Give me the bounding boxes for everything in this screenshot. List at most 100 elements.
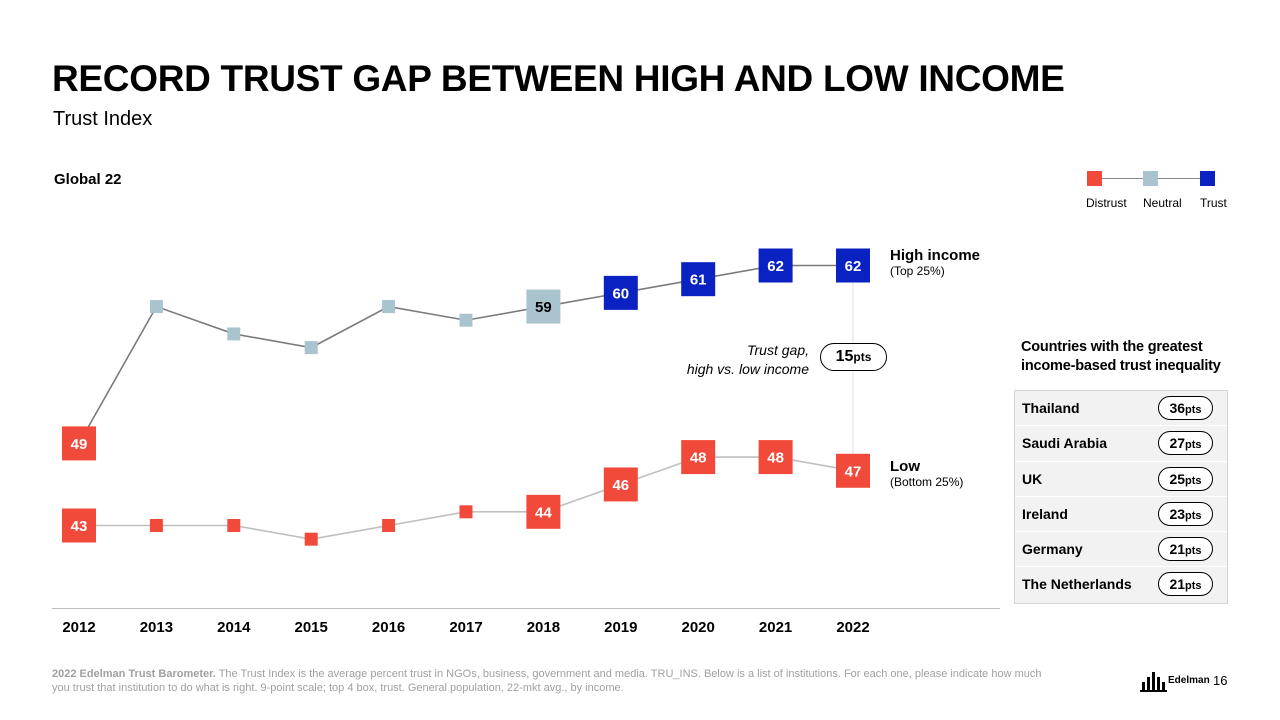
page-title: RECORD TRUST GAP BETWEEN HIGH AND LOW IN… <box>52 58 1065 99</box>
legend-label-neutral: Neutral <box>1143 196 1182 210</box>
country-gap-unit: pts <box>1185 580 1202 593</box>
country-gap-value: 27 <box>1169 435 1186 452</box>
data-marker-low-income <box>836 453 870 488</box>
low-income-name: Low <box>890 458 920 475</box>
country-gap-value: 21 <box>1169 576 1186 593</box>
country-name: Ireland <box>1022 505 1068 522</box>
data-label-low-income: 44 <box>535 504 552 521</box>
x-tick-label: 2017 <box>449 619 482 636</box>
data-marker-low-income <box>227 519 241 532</box>
high-income-name: High income <box>890 247 981 264</box>
data-label-high-income: 49 <box>71 436 88 453</box>
table-row: Ireland 23pts <box>1015 496 1227 533</box>
country-gap-badge: 21pts <box>1158 537 1213 562</box>
gap-caption-line2: high vs. low income <box>686 361 809 377</box>
country-gap-badge: 27pts <box>1158 431 1213 456</box>
data-marker-low-income <box>603 467 638 502</box>
low-income-label: Low (Bottom 25%) <box>890 458 963 489</box>
country-name: Thailand <box>1022 400 1080 416</box>
data-marker-high-income <box>304 341 318 355</box>
x-tick-label: 2013 <box>140 619 173 636</box>
country-gap-unit: pts <box>1185 509 1202 522</box>
source-text: The Trust Index is the average percent t… <box>52 668 1042 694</box>
data-label-low-income: 47 <box>845 463 862 480</box>
data-label-low-income: 46 <box>612 477 629 494</box>
legend-label-distrust: Distrust <box>1086 196 1127 210</box>
data-marker-low-income <box>62 508 96 543</box>
gap-value: 15 <box>835 348 854 365</box>
legend-swatch-neutral <box>1143 171 1158 186</box>
data-marker-high-income <box>149 300 163 314</box>
region-label: Global 22 <box>54 171 122 188</box>
table-row: Saudi Arabia 27pts <box>1015 426 1227 462</box>
legend-swatch-distrust <box>1087 171 1102 186</box>
x-tick-label: 2021 <box>759 619 792 636</box>
data-label-high-income: 61 <box>690 272 707 289</box>
country-gap-badge: 23pts <box>1158 501 1213 526</box>
countries-title-line2: income-based trust inequality <box>1021 358 1221 374</box>
series-line-low-income <box>79 456 854 540</box>
x-tick-label: 2018 <box>527 619 560 636</box>
x-tick-label: 2016 <box>372 619 405 636</box>
country-gap-badge: 36pts <box>1158 396 1213 420</box>
data-marker-low-income <box>758 440 793 475</box>
x-tick-label: 2012 <box>62 619 95 636</box>
table-row: Thailand 36pts <box>1015 391 1227 427</box>
page-subtitle: Trust Index <box>53 108 153 130</box>
data-label-low-income: 43 <box>71 518 88 535</box>
source-footnote: 2022 Edelman Trust Barometer. The Trust … <box>52 667 1052 695</box>
data-marker-low-income <box>459 505 473 519</box>
data-label-high-income: 59 <box>535 299 552 316</box>
table-row: Germany 21pts <box>1015 532 1227 568</box>
chart-legend: Distrust Neutral Trust <box>1070 168 1240 218</box>
data-label-low-income: 48 <box>767 450 784 467</box>
data-marker-low-income <box>382 519 396 532</box>
legend-swatch-trust <box>1200 171 1215 186</box>
country-name: Saudi Arabia <box>1022 435 1108 452</box>
data-marker-high-income <box>836 248 870 283</box>
data-marker-high-income <box>526 289 561 324</box>
high-income-note: (Top 25%) <box>890 264 945 278</box>
data-label-low-income: 48 <box>690 450 707 467</box>
edelman-logo: Edelman <box>1140 668 1210 694</box>
country-gap-unit: pts <box>1185 545 1202 558</box>
edelman-logo-text: Edelman <box>1168 675 1210 686</box>
trust-index-chart: 49 59 60 61 62 62 43 44 46 48 48 47 2012 2013 2014 2015… <box>52 248 1000 636</box>
data-marker-high-income <box>681 262 716 297</box>
country-gap-unit: pts <box>1185 404 1202 416</box>
country-gap-value: 21 <box>1169 541 1186 558</box>
data-label-high-income: 60 <box>612 285 629 302</box>
data-marker-high-income <box>62 426 96 461</box>
data-label-high-income: 62 <box>767 258 784 275</box>
data-marker-low-income <box>149 519 163 532</box>
gap-caption-line1: Trust gap, <box>747 342 809 358</box>
country-gap-value: 25 <box>1169 470 1186 487</box>
countries-title: Countries with the greatest income-based… <box>1021 338 1241 376</box>
page-number: 16 <box>1213 673 1228 688</box>
edelman-logo-icon <box>1140 672 1167 692</box>
x-tick-label: 2019 <box>604 619 637 636</box>
data-marker-high-income <box>227 327 241 341</box>
data-marker-low-income <box>681 440 716 475</box>
high-income-label: High income (Top 25%) <box>890 247 980 278</box>
data-label-high-income: 62 <box>845 258 862 275</box>
data-marker-high-income <box>459 313 473 327</box>
country-gap-badge: 25pts <box>1158 466 1213 491</box>
gap-caption: Trust gap, high vs. low income <box>640 341 809 379</box>
x-tick-label: 2022 <box>836 619 869 636</box>
countries-title-line1: Countries with the greatest <box>1021 339 1203 355</box>
country-name: UK <box>1022 470 1043 487</box>
gap-value-badge: 15pts <box>820 343 887 371</box>
low-income-note: (Bottom 25%) <box>890 475 964 489</box>
data-marker-high-income <box>758 248 793 283</box>
country-gap-unit: pts <box>1185 439 1202 452</box>
table-row: UK 25pts <box>1015 461 1227 497</box>
x-tick-label: 2020 <box>682 619 715 636</box>
data-marker-low-income <box>526 494 561 529</box>
country-name: Germany <box>1022 541 1083 558</box>
country-gap-unit: pts <box>1185 474 1202 487</box>
country-gap-value: 36 <box>1169 400 1186 416</box>
country-gap-badge: 21pts <box>1158 572 1213 597</box>
data-marker-low-income <box>304 532 318 546</box>
countries-table: Thailand 36pts Saudi Arabia 27pts UK 25pts … <box>1014 390 1228 604</box>
